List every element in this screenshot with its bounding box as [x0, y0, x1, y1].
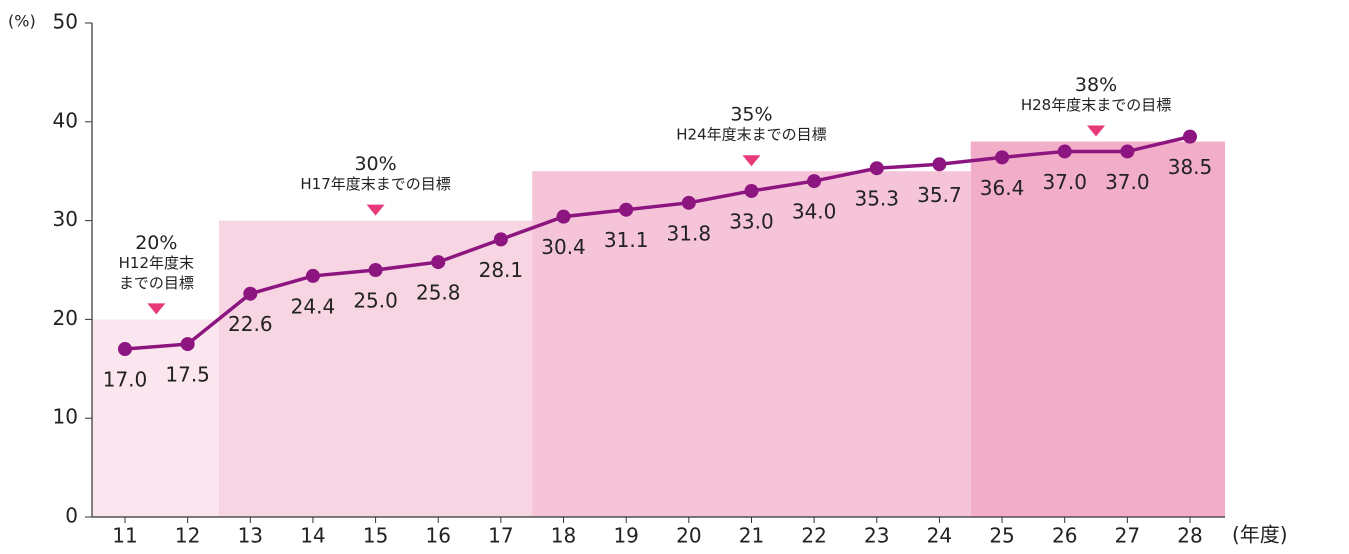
data-label: 37.0	[1105, 170, 1150, 194]
point	[1058, 144, 1072, 158]
target-arrow	[147, 303, 165, 314]
point	[181, 337, 195, 351]
target-arrow	[367, 205, 385, 216]
target-percent: 20%	[135, 232, 177, 254]
y-tick-label: 50	[53, 10, 78, 34]
data-label: 25.8	[416, 281, 461, 305]
point	[995, 150, 1009, 164]
x-tick-label: 27	[1115, 524, 1140, 548]
data-label: 36.4	[980, 176, 1025, 200]
x-tick-label: 16	[426, 524, 451, 548]
target-note: H12年度末	[119, 254, 194, 272]
x-tick-label: 12	[175, 524, 200, 548]
point	[682, 196, 696, 210]
target-note: H28年度末までの目標	[1021, 96, 1171, 114]
data-label: 17.0	[103, 368, 148, 392]
x-tick-label: 15	[363, 524, 388, 548]
point	[619, 203, 633, 217]
x-tick-label: 20	[676, 524, 701, 548]
point	[243, 287, 257, 301]
data-label: 28.1	[479, 258, 524, 282]
data-label: 25.0	[353, 289, 398, 313]
target-note: までの目標	[119, 274, 194, 292]
target-arrow	[742, 155, 760, 166]
point	[1120, 144, 1134, 158]
x-tick-label: 17	[488, 524, 513, 548]
x-tick-label: 26	[1052, 524, 1077, 548]
point	[431, 255, 445, 269]
data-label: 31.8	[667, 221, 712, 245]
point	[494, 232, 508, 246]
target-percent: 35%	[730, 104, 772, 126]
point	[744, 184, 758, 198]
x-tick-label: 28	[1177, 524, 1202, 548]
y-tick-label: 0	[65, 504, 78, 528]
data-label: 34.0	[792, 200, 837, 224]
data-label: 33.0	[729, 209, 774, 233]
point	[932, 157, 946, 171]
data-label: 17.5	[165, 363, 210, 387]
data-label: 22.6	[228, 312, 273, 336]
y-tick-label: 20	[53, 306, 78, 330]
x-tick-label: 13	[238, 524, 263, 548]
target-note: H17年度末までの目標	[300, 175, 450, 193]
y-tick-label: 10	[53, 405, 78, 429]
x-unit: (年度)	[1232, 523, 1288, 547]
data-label: 38.5	[1168, 155, 1213, 179]
data-label: 35.3	[854, 187, 899, 211]
data-label: 37.0	[1042, 170, 1087, 194]
point	[1183, 130, 1197, 144]
point	[118, 342, 132, 356]
y-tick-label: 40	[53, 108, 78, 132]
point	[306, 269, 320, 283]
x-tick-label: 24	[927, 524, 952, 548]
y-unit: (%)	[8, 12, 36, 31]
target-arrow	[1087, 126, 1105, 137]
point	[807, 174, 821, 188]
point	[369, 263, 383, 277]
data-label: 31.1	[604, 228, 649, 252]
x-tick-label: 18	[551, 524, 576, 548]
target-percent: 38%	[1075, 74, 1117, 96]
point	[557, 210, 571, 224]
chart: (%) (年度) H12年度末までの目標 20% H17年度末までの目標30% H24…	[0, 0, 1349, 550]
x-tick-label: 14	[300, 524, 325, 548]
y-tick-label: 30	[53, 207, 78, 231]
data-label: 30.4	[541, 235, 586, 259]
x-tick-label: 22	[801, 524, 826, 548]
target-percent: 30%	[354, 153, 396, 175]
data-label: 35.7	[917, 183, 962, 207]
x-tick-label: 19	[613, 524, 638, 548]
x-tick-label: 23	[864, 524, 889, 548]
x-tick-label: 11	[112, 524, 137, 548]
data-label: 24.4	[291, 294, 336, 318]
target-note: H24年度末までの目標	[676, 126, 826, 144]
x-tick-label: 25	[989, 524, 1014, 548]
target-band	[92, 319, 219, 517]
point	[870, 161, 884, 175]
x-tick-label: 21	[739, 524, 764, 548]
